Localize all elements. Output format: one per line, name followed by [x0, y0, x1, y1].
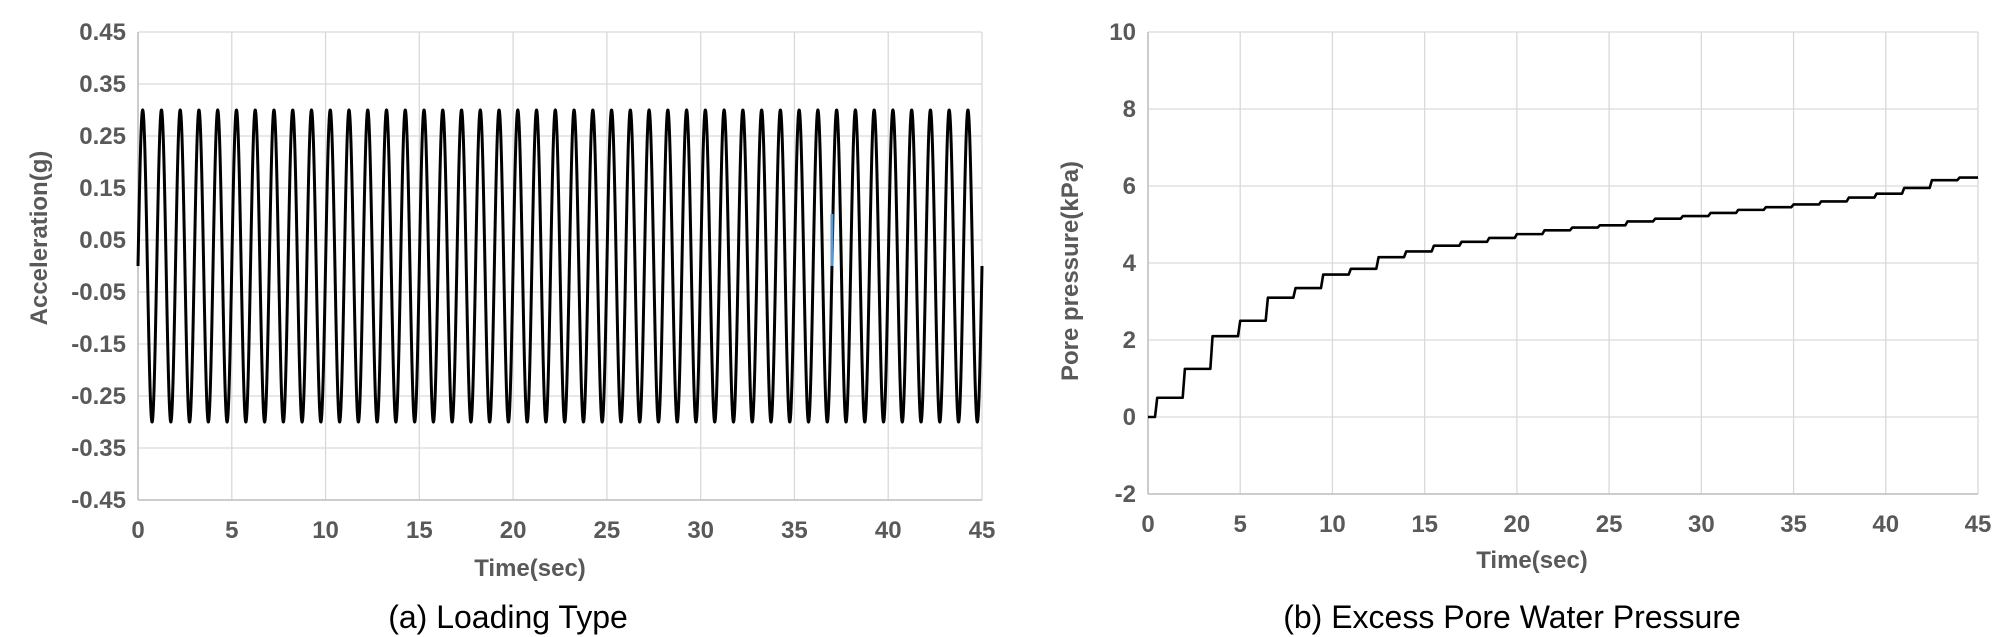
x-axis-title: Time(sec)	[474, 555, 586, 582]
x-tick-label: 30	[1688, 511, 1715, 538]
x-tick-label: 20	[1504, 511, 1531, 538]
chart-acceleration: 0.45 0.35 0.25 0.15 0.05 -0.05 -0.15 -0.25 -0.35…	[26, 19, 995, 635]
y-tick-label: 2	[1123, 327, 1136, 354]
y-tick-label: 10	[1109, 19, 1136, 46]
y-axis-title: Acceleration(g)	[26, 151, 53, 326]
y-tick-label: -0.25	[71, 383, 126, 410]
x-tick-label: 5	[225, 517, 238, 544]
y-tick-label: 0.45	[79, 19, 126, 46]
x-tick-label: 45	[1965, 511, 1992, 538]
y-tick-label: 0.15	[79, 175, 126, 202]
y-tick-labels: 0.45 0.35 0.25 0.15 0.05 -0.05 -0.15 -0.25 -0.35…	[71, 19, 126, 514]
x-tick-label: 40	[875, 517, 902, 544]
y-tick-label: 0.35	[79, 71, 126, 98]
x-tick-label: 35	[1780, 511, 1807, 538]
y-tick-label: -0.45	[71, 487, 126, 514]
x-tick-label: 25	[1596, 511, 1623, 538]
x-tick-label: 25	[594, 517, 621, 544]
chart-caption: (b) Excess Pore Water Pressure	[1283, 599, 1741, 635]
x-tick-label: 45	[969, 517, 996, 544]
x-tick-label: 10	[312, 517, 339, 544]
pore-pressure-series-line	[1148, 176, 1978, 419]
y-tick-label: -0.35	[71, 435, 126, 462]
y-tick-labels: 10 8 6 4 2 0 -2	[1109, 19, 1136, 508]
x-tick-label: 5	[1234, 511, 1247, 538]
x-tick-label: 15	[406, 517, 433, 544]
series	[136, 108, 984, 424]
x-tick-label: 35	[781, 517, 808, 544]
acceleration-series-line	[136, 108, 984, 424]
gridlines	[1147, 31, 1979, 495]
x-tick-label: 30	[687, 517, 714, 544]
y-tick-label: 0.05	[79, 227, 126, 254]
x-tick-labels: 0 5 10 15 20 25 30 35 40 45	[131, 517, 995, 544]
y-tick-label: 8	[1123, 96, 1136, 123]
y-tick-label: 4	[1123, 250, 1137, 277]
chart-caption: (a) Loading Type	[388, 599, 628, 635]
y-axis-title: Pore pressure(kPa)	[1057, 161, 1084, 381]
x-tick-label: 15	[1411, 511, 1438, 538]
y-tick-label: 0	[1123, 404, 1136, 431]
x-tick-label: 0	[1141, 511, 1154, 538]
y-tick-label: 0.25	[79, 123, 126, 150]
series	[1148, 176, 1978, 419]
x-tick-label: 0	[131, 517, 144, 544]
x-tick-label: 40	[1872, 511, 1899, 538]
y-tick-label: -0.15	[71, 331, 126, 358]
x-tick-labels: 0 5 10 15 20 25 30 35 40 45	[1141, 511, 1991, 538]
x-tick-label: 10	[1319, 511, 1346, 538]
y-tick-label: 6	[1123, 173, 1136, 200]
y-tick-label: -0.05	[71, 279, 126, 306]
y-tick-label: -2	[1115, 481, 1136, 508]
x-tick-label: 20	[500, 517, 527, 544]
x-axis-title: Time(sec)	[1476, 547, 1588, 574]
